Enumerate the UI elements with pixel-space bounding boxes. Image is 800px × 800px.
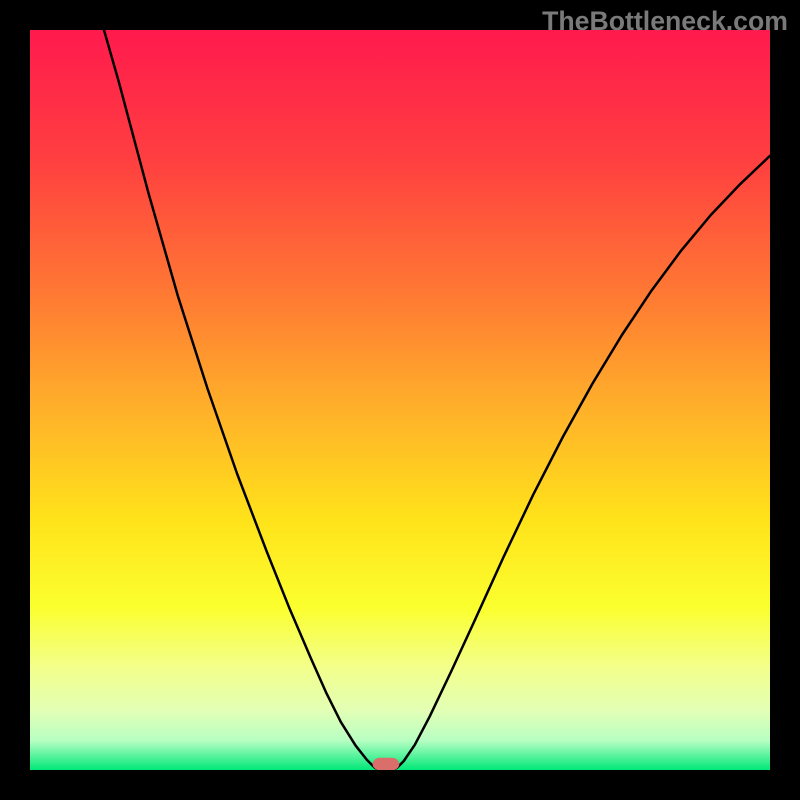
chart-plot-area [30,30,770,770]
chart-svg [30,30,770,770]
chart-background [30,30,770,770]
chart-frame: TheBottleneck.com [0,0,800,800]
optimal-marker [373,758,400,770]
